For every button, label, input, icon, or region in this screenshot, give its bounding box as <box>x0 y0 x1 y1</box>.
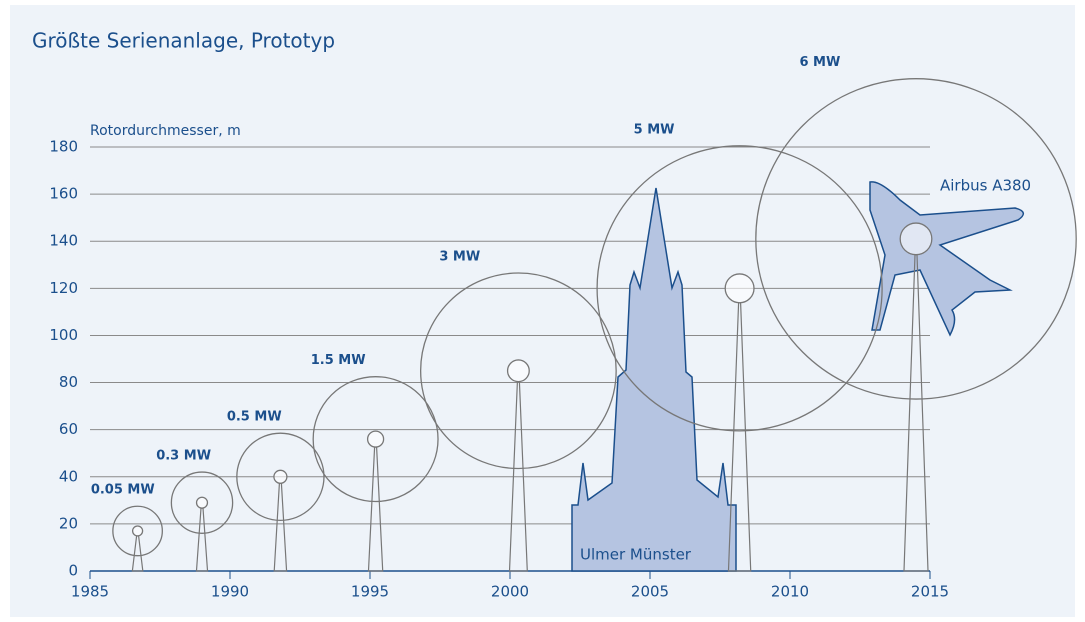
hub <box>508 360 530 382</box>
power-label: 6 MW <box>799 55 840 70</box>
y-tick-label: 60 <box>59 420 78 438</box>
hub <box>368 431 384 447</box>
x-tick-label: 2005 <box>631 583 669 601</box>
y-tick-label: 20 <box>59 514 78 532</box>
background <box>10 5 1075 617</box>
chart: Größte Serienanlage, Prototyp Rotordurch… <box>0 0 1085 622</box>
y-tick-label: 140 <box>49 232 78 250</box>
hub <box>197 497 208 508</box>
x-tick-label: 2000 <box>491 583 529 601</box>
y-tick-label: 80 <box>59 373 78 391</box>
x-tick-label: 2015 <box>911 583 949 601</box>
annotation: Ulmer Münster <box>580 546 692 564</box>
y-tick-label: 160 <box>49 185 78 203</box>
hub <box>900 223 932 255</box>
y-tick-label: 100 <box>49 326 78 344</box>
power-label: 0.3 MW <box>156 449 211 464</box>
chart-title: Größte Serienanlage, Prototyp <box>32 29 335 53</box>
hub <box>133 526 143 536</box>
hub <box>725 274 754 303</box>
annotation: Airbus A380 <box>940 177 1031 195</box>
y-tick-label: 40 <box>59 467 78 485</box>
x-tick-label: 1995 <box>351 583 389 601</box>
x-tick-label: 1985 <box>71 583 109 601</box>
power-label: 5 MW <box>634 122 675 137</box>
y-tick-label: 0 <box>68 562 78 580</box>
y-axis-label: Rotordurchmesser, m <box>90 123 241 139</box>
power-label: 1.5 MW <box>311 353 366 368</box>
y-tick-label: 120 <box>49 279 78 297</box>
power-label: 0.5 MW <box>227 410 282 425</box>
x-tick-label: 1990 <box>211 583 249 601</box>
y-tick-label: 180 <box>49 138 78 156</box>
x-tick-label: 2010 <box>771 583 809 601</box>
power-label: 3 MW <box>439 250 480 265</box>
power-label: 0.05 MW <box>91 483 155 498</box>
hub <box>274 470 287 483</box>
